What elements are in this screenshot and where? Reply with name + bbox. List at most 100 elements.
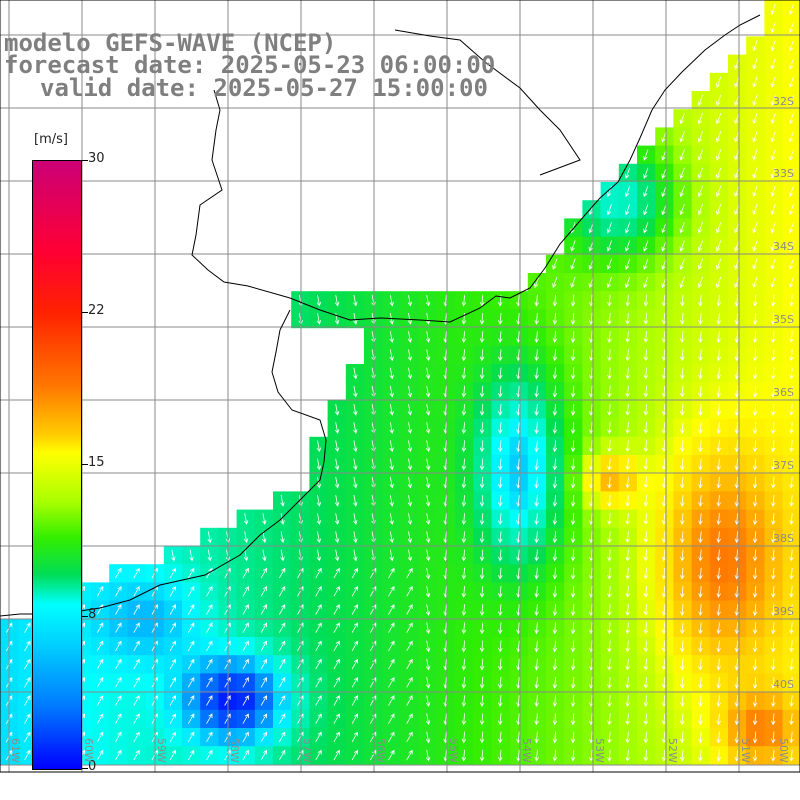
wind-arrow: [425, 695, 431, 707]
wind-arrow: [788, 240, 794, 252]
wind-arrow: [752, 312, 758, 325]
field-cell: [254, 564, 274, 583]
wind-arrow: [552, 585, 558, 598]
wind-arrow: [24, 622, 31, 633]
wind-arrow: [425, 385, 431, 398]
wind-arrow: [771, 604, 776, 617]
wind-arrow: [788, 94, 794, 107]
wind-arrow: [534, 658, 539, 671]
wind-arrow: [661, 604, 667, 617]
wind-arrow: [498, 458, 503, 471]
wind-arrow: [534, 331, 539, 344]
wind-arrow: [316, 531, 322, 544]
wind-arrow: [788, 58, 794, 70]
coastline: [0, 14, 761, 617]
wind-arrow: [789, 513, 794, 526]
lon-label: 53W: [593, 738, 606, 763]
wind-arrow: [534, 604, 539, 617]
field-cell: [400, 600, 420, 620]
wind-arrow: [680, 731, 685, 744]
field-cell: [309, 655, 329, 674]
wind-arrow: [771, 640, 776, 653]
field-cell: [91, 728, 110, 747]
wind-arrow: [206, 731, 213, 743]
wind-arrow: [697, 185, 703, 198]
wind-arrow: [679, 276, 685, 289]
wind-arrow: [716, 131, 722, 143]
field-cell: [382, 746, 401, 765]
wind-arrow: [315, 585, 322, 597]
wind-arrow: [133, 622, 140, 633]
wind-arrow: [425, 476, 431, 489]
wind-arrow: [498, 312, 503, 325]
field-cell: [364, 582, 383, 602]
wind-arrow: [770, 94, 776, 107]
wind-arrow: [479, 531, 485, 544]
wind-arrow: [570, 403, 576, 416]
wind-arrow: [716, 203, 722, 216]
wind-arrow: [187, 640, 195, 652]
wind-arrow: [425, 549, 431, 562]
wind-arrow: [425, 622, 431, 635]
wind-arrow: [770, 240, 776, 252]
wind-arrow: [406, 749, 413, 761]
wind-arrow: [679, 149, 685, 161]
wind-arrow: [479, 403, 485, 416]
wind-arrow: [316, 549, 322, 562]
wind-arrow: [115, 658, 122, 670]
wind-arrow: [242, 585, 249, 597]
wind-arrow: [333, 713, 340, 724]
wind-arrow: [752, 367, 758, 380]
wind-arrow: [680, 622, 685, 635]
field-cell: [254, 655, 274, 674]
wind-arrow: [534, 476, 539, 489]
field-cell: [109, 691, 128, 711]
wind-arrow: [788, 76, 794, 88]
field-cell: [382, 673, 401, 693]
wind-arrow: [606, 240, 612, 252]
wind-arrow: [461, 440, 467, 453]
wind-arrow: [716, 331, 721, 344]
wind-arrow: [407, 294, 413, 307]
wind-arrow: [278, 567, 286, 579]
field-cell: [254, 582, 274, 602]
wind-arrow: [752, 112, 758, 125]
wind-arrow: [316, 294, 322, 307]
wind-arrow: [534, 458, 539, 471]
wind-arrow: [353, 404, 358, 416]
wind-arrow: [716, 640, 721, 653]
wind-arrow: [388, 585, 395, 597]
wind-arrow: [278, 585, 286, 597]
wind-arrow: [788, 258, 794, 270]
field-cell: [182, 618, 201, 638]
wind-arrow: [461, 458, 467, 471]
wind-arrow: [607, 695, 612, 708]
wind-arrow: [570, 622, 576, 635]
wind-arrow: [479, 312, 485, 325]
wind-arrow: [643, 658, 649, 671]
wind-arrow: [589, 658, 594, 671]
wind-arrow: [260, 567, 267, 579]
wind-arrow: [661, 695, 667, 708]
wind-arrow: [661, 713, 667, 726]
wind-arrow: [698, 403, 703, 416]
wind-arrow: [425, 731, 431, 744]
wind-arrow: [115, 567, 122, 579]
wind-arrow: [752, 585, 758, 598]
wind-arrow: [697, 167, 703, 179]
wind-arrow: [96, 622, 104, 633]
wind-arrow: [589, 531, 594, 544]
field-cell: [109, 673, 128, 693]
wind-arrow: [625, 640, 630, 653]
field-cell: [309, 582, 329, 602]
wind-arrow: [406, 604, 413, 615]
wind-arrow: [770, 258, 776, 270]
wind-arrow: [425, 404, 431, 416]
wind-arrow: [353, 422, 358, 434]
wind-arrow: [625, 549, 630, 562]
field-cell: [182, 655, 201, 674]
wind-arrow: [406, 658, 413, 670]
field-cell: [273, 637, 292, 656]
wind-arrow: [187, 695, 195, 706]
wind-arrow: [115, 695, 122, 706]
